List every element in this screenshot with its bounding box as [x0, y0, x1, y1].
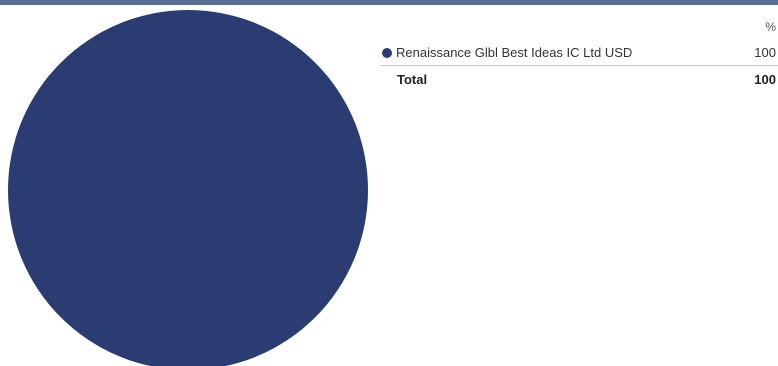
legend-label: Renaissance Glbl Best Ideas IC Ltd USD — [396, 45, 633, 60]
legend-total-row: Total 100 — [380, 66, 778, 92]
legend-value: 100 — [754, 45, 776, 60]
pie-chart — [7, 9, 369, 366]
value-column-header: % — [765, 20, 776, 34]
pie-svg — [8, 10, 368, 366]
header-bar — [0, 0, 778, 5]
legend-table: % Renaissance Glbl Best Ideas IC Ltd USD… — [380, 14, 778, 92]
legend-rows: Renaissance Glbl Best Ideas IC Ltd USD 10… — [380, 40, 778, 66]
legend-header: % — [380, 14, 778, 40]
pie-slice — [8, 10, 368, 366]
legend-marker-icon — [382, 47, 392, 58]
total-label: Total — [397, 71, 428, 87]
total-value: 100 — [754, 71, 776, 87]
legend-row: Renaissance Glbl Best Ideas IC Ltd USD 10… — [380, 40, 778, 66]
